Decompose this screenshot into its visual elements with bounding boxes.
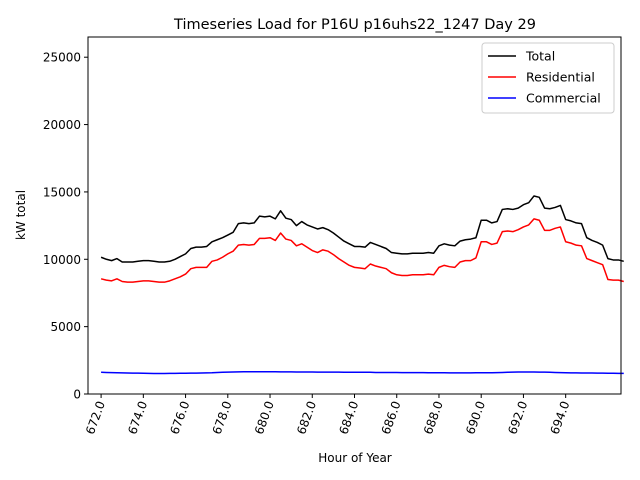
chart-title: Timeseries Load for P16U p16uhs22_1247 D… <box>173 17 536 33</box>
y-tick-label: 10000 <box>43 253 81 267</box>
legend-label-commercial: Commercial <box>526 91 601 106</box>
legend-label-residential: Residential <box>526 70 595 85</box>
series-line-total <box>100 195 624 263</box>
legend-box <box>481 42 615 114</box>
legend: Total Residential Commercial <box>481 42 615 114</box>
y-tick-label: 0 <box>73 388 81 402</box>
series-line-commercial <box>101 371 624 375</box>
y-tick-label: 20000 <box>43 118 81 132</box>
series-line-residential <box>100 218 624 283</box>
y-axis-label: kW total <box>14 190 28 240</box>
y-axis-ticks: 0 5000 10000 15000 20000 25000 <box>43 51 88 402</box>
y-tick-label: 15000 <box>43 185 81 199</box>
y-tick-label: 5000 <box>50 320 81 334</box>
legend-label-total: Total <box>525 49 555 64</box>
plot-area <box>87 36 624 395</box>
x-axis-label: Hour of Year <box>318 451 392 465</box>
y-tick-label: 25000 <box>43 51 81 65</box>
